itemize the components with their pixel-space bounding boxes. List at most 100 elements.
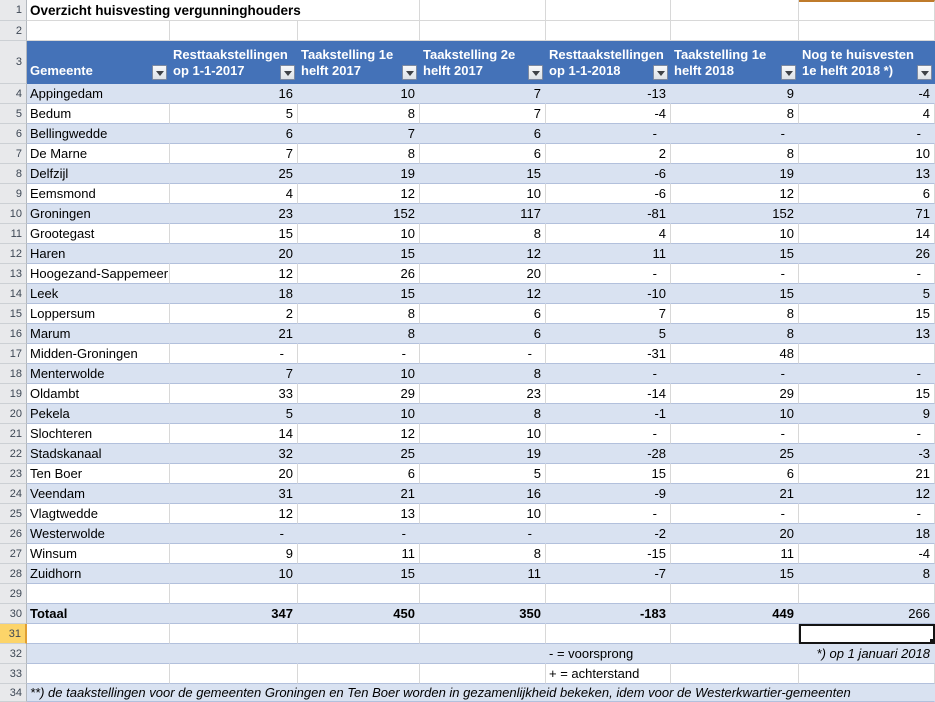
row-number[interactable]: 4 — [0, 84, 27, 104]
cell-value[interactable]: 4 — [546, 224, 671, 244]
cell-gemeente[interactable]: Midden-Groningen — [27, 344, 170, 364]
cell-value[interactable]: -14 — [546, 384, 671, 404]
cell-value[interactable]: - — [671, 364, 799, 384]
cell-value[interactable]: 15 — [546, 464, 671, 484]
cell-total-value[interactable]: 450 — [298, 604, 420, 624]
row-number[interactable]: 25 — [0, 504, 27, 524]
cell-empty[interactable] — [420, 624, 546, 644]
cell-value[interactable]: 29 — [671, 384, 799, 404]
cell-empty[interactable] — [298, 624, 420, 644]
cell-value[interactable]: 20 — [420, 264, 546, 284]
cell-value[interactable]: 25 — [671, 444, 799, 464]
row-number[interactable]: 9 — [0, 184, 27, 204]
filter-dropdown-taak-1e-helft-2018[interactable] — [781, 65, 796, 80]
cell-empty[interactable] — [799, 584, 935, 604]
cell-value[interactable]: 12 — [671, 184, 799, 204]
filter-dropdown-resttaak-1-1-2017[interactable] — [280, 65, 295, 80]
row-number[interactable]: 17 — [0, 344, 27, 364]
row-number[interactable]: 24 — [0, 484, 27, 504]
cell-empty[interactable] — [671, 624, 799, 644]
cell-value[interactable]: 15 — [671, 244, 799, 264]
cell-value[interactable]: 26 — [298, 264, 420, 284]
cell-value[interactable]: 10 — [671, 404, 799, 424]
cell-value[interactable]: 12 — [170, 264, 298, 284]
column-header-nog-te-huisvesten-1e-helft-2018[interactable]: Nog te huisvesten 1e helft 2018 *) — [799, 41, 935, 84]
cell-value[interactable]: 8 — [298, 304, 420, 324]
cell-value[interactable]: 15 — [298, 284, 420, 304]
cell-value[interactable]: 2 — [170, 304, 298, 324]
cell-value[interactable]: 25 — [298, 444, 420, 464]
cell-value[interactable]: 6 — [671, 464, 799, 484]
cell-gemeente[interactable]: Winsum — [27, 544, 170, 564]
cell-value[interactable]: 12 — [298, 184, 420, 204]
cell-value[interactable]: 6 — [420, 124, 546, 144]
cell-empty[interactable] — [27, 664, 170, 684]
cell-gemeente[interactable]: Marum — [27, 324, 170, 344]
cell-gemeente[interactable]: Oldambt — [27, 384, 170, 404]
cell-value[interactable]: - — [671, 424, 799, 444]
row-number[interactable]: 18 — [0, 364, 27, 384]
cell-empty[interactable] — [27, 644, 170, 664]
row-number[interactable]: 16 — [0, 324, 27, 344]
row-number[interactable]: 32 — [0, 644, 27, 664]
filter-dropdown-nog-te-huisvesten-1e-helft-2018[interactable] — [917, 65, 932, 80]
row-number[interactable]: 28 — [0, 564, 27, 584]
cell-value[interactable]: - — [546, 424, 671, 444]
row-number[interactable]: 31 — [0, 624, 27, 644]
footnote-bottom-cell[interactable]: **) de taakstellingen voor de gemeenten … — [27, 684, 935, 702]
column-header-gemeente[interactable]: Gemeente — [27, 41, 170, 84]
cell-value[interactable]: 10 — [298, 404, 420, 424]
cell-value[interactable]: 8 — [420, 364, 546, 384]
cell-empty[interactable] — [671, 584, 799, 604]
row-number[interactable]: 13 — [0, 264, 27, 284]
cell-value[interactable]: 6 — [420, 324, 546, 344]
cell-value[interactable]: 26 — [799, 244, 935, 264]
cell-value[interactable]: - — [799, 264, 935, 284]
cell-empty[interactable] — [799, 21, 935, 41]
cell-empty[interactable] — [671, 21, 799, 41]
cell-value[interactable]: 18 — [170, 284, 298, 304]
cell-value[interactable]: 15 — [420, 164, 546, 184]
cell-gemeente[interactable]: Slochteren — [27, 424, 170, 444]
cell-total-value[interactable]: 449 — [671, 604, 799, 624]
cell-empty[interactable] — [799, 664, 935, 684]
cell-value[interactable]: 4 — [799, 104, 935, 124]
row-number[interactable]: 10 — [0, 204, 27, 224]
cell-empty[interactable] — [546, 584, 671, 604]
cell-value[interactable]: - — [420, 344, 546, 364]
cell-empty[interactable] — [27, 624, 170, 644]
cell-value[interactable]: 15 — [298, 564, 420, 584]
cell-value[interactable]: 6 — [420, 144, 546, 164]
cell-empty[interactable] — [546, 0, 671, 21]
cell-empty[interactable] — [170, 664, 298, 684]
cell-empty[interactable] — [671, 0, 799, 21]
cell-value[interactable]: - — [799, 424, 935, 444]
cell-value[interactable]: 9 — [671, 84, 799, 104]
filter-dropdown-gemeente[interactable] — [152, 65, 167, 80]
cell-empty[interactable] — [298, 21, 420, 41]
cell-value[interactable]: 7 — [298, 124, 420, 144]
cell-value[interactable]: 23 — [170, 204, 298, 224]
cell-value[interactable]: 15 — [298, 244, 420, 264]
cell-value[interactable]: 15 — [799, 304, 935, 324]
cell-value[interactable]: 21 — [799, 464, 935, 484]
cell-value[interactable]: 7 — [420, 84, 546, 104]
cell-empty[interactable] — [27, 21, 170, 41]
cell-value[interactable]: 12 — [799, 484, 935, 504]
cell-value[interactable]: 13 — [799, 164, 935, 184]
cell-total-value[interactable]: 266 — [799, 604, 935, 624]
legend-minus-cell[interactable]: - = voorsprong — [546, 644, 671, 664]
cell-empty[interactable] — [420, 21, 546, 41]
cell-value[interactable]: -6 — [546, 164, 671, 184]
cell-value[interactable]: 16 — [420, 484, 546, 504]
cell-value[interactable]: 12 — [170, 504, 298, 524]
selected-cell[interactable] — [799, 624, 935, 644]
cell-value[interactable]: 14 — [799, 224, 935, 244]
cell-value[interactable]: - — [298, 524, 420, 544]
cell-value[interactable]: -6 — [546, 184, 671, 204]
row-number[interactable]: 26 — [0, 524, 27, 544]
cell-value[interactable]: 8 — [298, 144, 420, 164]
cell-empty[interactable] — [546, 624, 671, 644]
cell-value[interactable]: - — [799, 124, 935, 144]
cell-gemeente[interactable]: Bedum — [27, 104, 170, 124]
